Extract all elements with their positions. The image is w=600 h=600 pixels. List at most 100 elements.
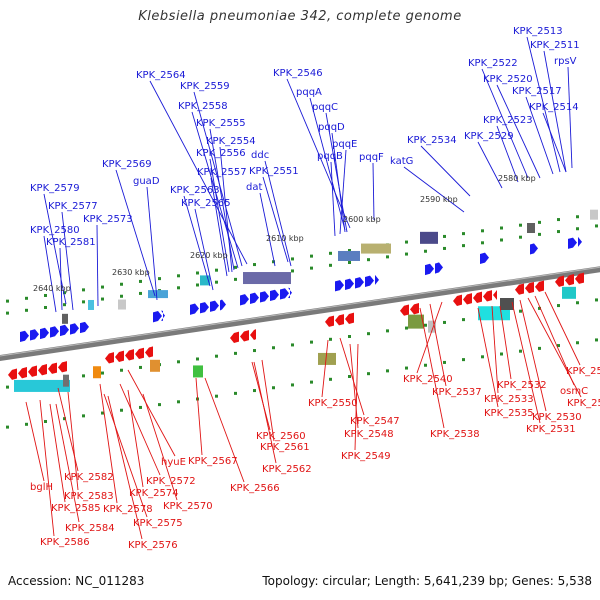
leader-line — [286, 78, 351, 229]
tick-label: 2610 kbp — [266, 234, 304, 243]
tick-labels: 2580 kbp 2590 kbp 2600 kbp 2610 kbp 2620 kbp… — [33, 174, 536, 293]
track-dot — [481, 229, 484, 233]
track-dot — [215, 280, 218, 284]
gene-label-kpk-2520: KPK_2520 — [483, 74, 533, 85]
forward-gene-arrow — [335, 280, 344, 292]
track-dot — [310, 254, 313, 258]
leader-line — [194, 208, 214, 291]
gene-block — [408, 314, 424, 329]
gene-label-bglh: bglH — [30, 482, 53, 493]
gene-label-kpk-2554: KPK_2554 — [206, 136, 256, 147]
gene-label-kpk-2564: KPK_2564 — [136, 70, 186, 81]
track-dot — [25, 422, 28, 426]
label-leader-lines — [25, 36, 582, 540]
genome-title: Klebsiella pneumoniae 342, complete geno… — [138, 9, 462, 24]
reverse-gene-arrow — [535, 280, 544, 292]
forward-gene-arrow — [578, 236, 582, 248]
leader-line — [39, 399, 55, 537]
forward-gene-arrow — [435, 262, 443, 274]
gene-label-kpk-2562: KPK_2562 — [262, 464, 312, 475]
gene-label-kpk-2570: KPK_2570 — [163, 501, 213, 512]
reverse-gene-arrow — [575, 272, 584, 284]
track-dot — [538, 220, 541, 224]
gene-block — [318, 352, 336, 365]
track-dot — [272, 346, 275, 350]
track-dot — [500, 238, 503, 242]
gene-label-kpk-2560: KPK_2560 — [256, 431, 306, 442]
track-dot — [310, 340, 313, 344]
leader-line — [209, 158, 230, 273]
track-dot — [6, 311, 9, 315]
gene-block — [428, 320, 436, 333]
gene-label-dat: dat — [246, 182, 262, 193]
gene-block — [243, 272, 291, 285]
gene-label-kpk-2532: KPK_2532 — [497, 380, 547, 391]
track-dot — [82, 300, 85, 304]
track-dot — [253, 389, 256, 393]
reverse-gene-arrow — [463, 293, 472, 305]
gene-label-kpk-2581: KPK_2581 — [46, 237, 96, 248]
track-dot — [310, 380, 313, 384]
track-dot — [443, 234, 446, 238]
gene-block — [361, 243, 391, 254]
track-dot — [329, 263, 332, 267]
tick-label: 2620 kbp — [190, 251, 228, 260]
reverse-gene-arrow — [18, 367, 27, 379]
gene-label-kpk-2566: KPK_2566 — [230, 483, 280, 494]
track-dot — [139, 291, 142, 295]
reverse-gene-arrow — [28, 365, 37, 377]
accession-label: Accession: NC_011283 — [8, 574, 145, 588]
leader-line — [349, 343, 359, 429]
gene-label-kpk-2584: KPK_2584 — [65, 523, 115, 534]
leader-line — [210, 177, 228, 277]
track-dot — [329, 377, 332, 381]
leader-line — [103, 393, 148, 518]
leader-line — [259, 192, 276, 267]
forward-gene-arrow — [365, 275, 374, 287]
reverse-gene-arrow — [325, 315, 334, 327]
gene-label-kpk-2575: KPK_2575 — [133, 518, 183, 529]
track-dot — [44, 293, 47, 297]
gene-label-kpk-2522: KPK_2522 — [468, 58, 518, 69]
leader-line — [525, 96, 554, 175]
track-dot — [101, 371, 104, 375]
reverse-gene-arrow — [48, 362, 57, 374]
gene-label-ddc: ddc — [251, 150, 269, 161]
forward-gene-arrow — [40, 327, 49, 340]
tick-label: 2590 kbp — [420, 195, 458, 204]
gene-label-kpk-2513: KPK_2513 — [513, 26, 563, 37]
track-dot — [177, 400, 180, 404]
track-dot — [139, 279, 142, 283]
leader-line — [119, 383, 161, 476]
leader-line — [309, 97, 346, 231]
gene-label-kpk-2565: KPK_2565 — [181, 198, 231, 209]
reverse-gene-arrow — [453, 294, 462, 306]
track-dot — [272, 260, 275, 264]
leader-line — [195, 377, 203, 456]
track-dot — [462, 244, 465, 248]
leader-line — [420, 145, 471, 197]
track-dot — [158, 403, 161, 407]
track-dots — [6, 212, 598, 429]
gene-label-kpk-2555: KPK_2555 — [196, 118, 246, 129]
leader-line — [115, 169, 156, 297]
track-dot — [120, 294, 123, 298]
leader-line — [183, 195, 211, 287]
track-dot — [82, 374, 85, 378]
gene-block — [193, 365, 203, 378]
gene-label-kpk-2567: KPK_2567 — [188, 456, 238, 467]
forward-gene-arrow — [530, 243, 538, 255]
track-dot — [177, 274, 180, 278]
leader-line — [496, 84, 541, 179]
track-dot — [291, 383, 294, 387]
reverse-gene-arrow — [400, 304, 409, 316]
leader-line — [544, 291, 581, 366]
track-dot — [139, 365, 142, 369]
track-dot — [386, 369, 389, 373]
reverse-gene-arrow — [493, 289, 497, 301]
leader-line — [339, 337, 365, 416]
leader-line — [59, 247, 63, 311]
track-dot — [82, 414, 85, 418]
forward-gene-arrow — [425, 263, 434, 276]
reverse-gene-arrow — [58, 361, 67, 373]
